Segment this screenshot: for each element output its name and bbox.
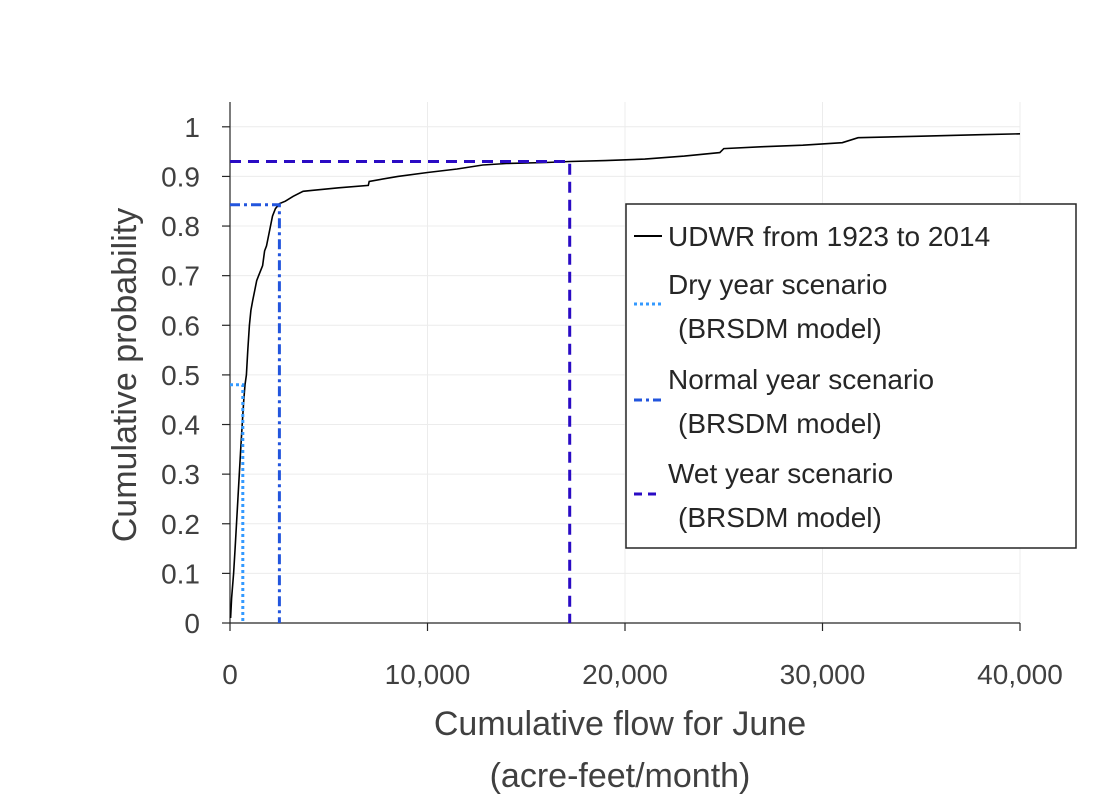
y-tick-label: 0.9 <box>161 161 200 192</box>
legend-label-wet: Wet year scenario <box>668 458 893 489</box>
y-tick-label: 0.5 <box>161 360 200 391</box>
y-tick-label: 0.4 <box>161 410 200 441</box>
x-axis-title-line2: (acre-feet/month) <box>490 757 751 795</box>
y-tick-label: 0.8 <box>161 211 200 242</box>
x-tick-label: 10,000 <box>385 659 471 690</box>
series-normal-line <box>230 203 281 623</box>
y-tick-label: 0 <box>184 608 200 639</box>
x-tick-label: 20,000 <box>582 659 668 690</box>
y-tick-labels: 0 0.1 0.2 0.3 0.4 0.5 0.6 0.7 0.8 0.9 1 <box>161 112 200 639</box>
legend-label-wet-model: (BRSDM model) <box>678 502 882 533</box>
y-axis-title: Cumulative probability <box>106 208 144 543</box>
x-axis-title-line1: Cumulative flow for June <box>434 705 806 743</box>
y-tick-label: 0.2 <box>161 509 200 540</box>
x-tick-label: 40,000 <box>977 659 1063 690</box>
x-tick-label: 30,000 <box>780 659 866 690</box>
legend-label-normal-model: (BRSDM model) <box>678 408 882 439</box>
y-tick-label: 0.3 <box>161 459 200 490</box>
axes <box>222 102 1021 631</box>
series-lines <box>229 133 1021 623</box>
series-dry-line <box>230 383 245 623</box>
y-tick-label: 0.1 <box>161 558 200 589</box>
legend-label-dry-model: (BRSDM model) <box>678 313 882 344</box>
x-tick-labels: 0 10,000 20,000 30,000 40,000 <box>222 659 1063 690</box>
legend-label-normal: Normal year scenario <box>668 364 934 395</box>
legend-box <box>625 203 1077 549</box>
legend-label-dry: Dry year scenario <box>668 269 887 300</box>
y-tick-label: 1 <box>184 112 200 143</box>
legend: UDWR from 1923 to 2014 Dry year scenario… <box>625 203 1077 549</box>
x-tick-label: 0 <box>222 659 238 690</box>
y-tick-label: 0.6 <box>161 310 200 341</box>
series-wet-line <box>230 160 572 623</box>
legend-label-udwr: UDWR from 1923 to 2014 <box>668 221 990 252</box>
y-tick-label: 0.7 <box>161 261 200 292</box>
